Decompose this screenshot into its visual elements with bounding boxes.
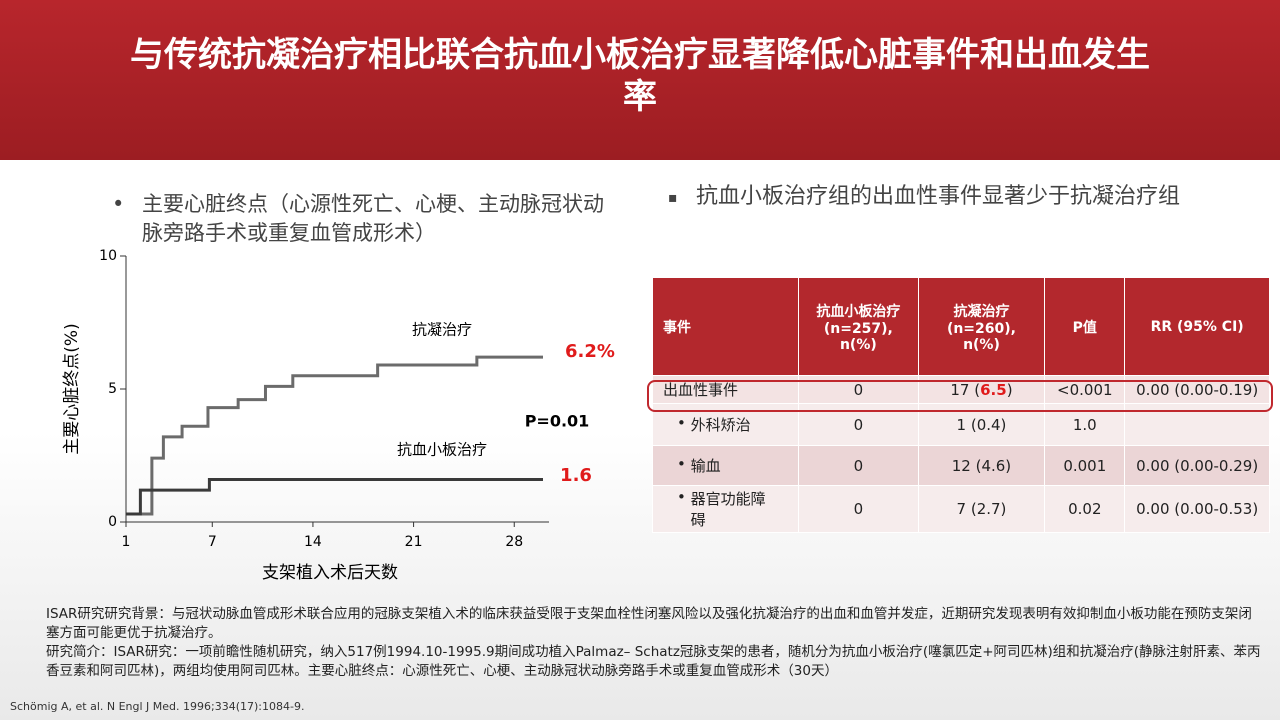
- y-tick-label: 5: [108, 381, 117, 397]
- table-cell: 12 (4.6): [917, 445, 1046, 486]
- row-label: 外科矫治: [690, 416, 751, 434]
- table-row: • 输血 0 12 (4.6) 0.001 0.00 (0.00-0.29): [651, 445, 1270, 486]
- end-label: 1.6: [560, 465, 592, 486]
- cell-part: 17 (: [950, 380, 981, 399]
- right-bullet: 抗血小板治疗组的出血性事件显著少于抗凝治疗组: [696, 184, 1181, 209]
- end-label: 6.2%: [565, 341, 615, 362]
- x-tick-label: 21: [405, 534, 423, 550]
- x-tick-label: 28: [505, 534, 523, 550]
- header-cell: RR (95% CI): [1124, 277, 1270, 376]
- header: 与传统抗凝治疗相比联合抗血小板治疗显著降低心脏事件和出血发生率: [0, 0, 1280, 160]
- row-label: 器官功能障碍: [690, 490, 766, 529]
- bullet-marker: •: [112, 192, 125, 216]
- table: 事件 抗血小板治疗 (n=257), n(%) 抗凝治疗 (n=260), n(%)…: [651, 277, 1270, 533]
- footer-paragraph: ISAR研究研究背景：与冠状动脉血管成形术联合应用的冠脉支架植入术的临床获益受限…: [46, 606, 1252, 641]
- table-cell: • 器官功能障碍: [651, 485, 800, 533]
- p-value: P=0.01: [525, 412, 590, 431]
- header-cell: 抗血小板治疗 (n=257), n(%): [798, 277, 919, 376]
- header-cell: 事件: [651, 277, 800, 376]
- cell-part: 6.5: [980, 380, 1007, 399]
- table-cell: 0.00 (0.00-0.53): [1124, 485, 1270, 533]
- row-label: 输血: [690, 457, 721, 475]
- reference: Schömig A, et al. N Engl J Med. 1996;334…: [10, 700, 305, 713]
- footer-paragraph: 研究简介：ISAR研究：一项前瞻性随机研究，纳入517例1994.10-1995…: [46, 644, 1261, 679]
- y-tick-label: 0: [108, 514, 117, 530]
- series-name: 抗血小板治疗: [397, 441, 487, 459]
- cell-part: ): [1006, 380, 1013, 399]
- y-axis-label: 主要心脏终点(%): [62, 323, 82, 454]
- series-name: 抗凝治疗: [412, 321, 472, 339]
- x-tick-label: 1: [122, 534, 131, 550]
- series-line: [126, 477, 543, 516]
- table-row: • 器官功能障碍 0 7 (2.7) 0.02 0.00 (0.00-0.53): [651, 485, 1270, 533]
- header-cell: 抗凝治疗 (n=260), n(%): [917, 277, 1046, 376]
- table-cell: 0: [798, 445, 919, 486]
- table-cell: 0.00 (0.00-0.19): [1124, 375, 1270, 404]
- bullet-marker: •: [677, 414, 691, 432]
- footer: ISAR研究研究背景：与冠状动脉血管成形术联合应用的冠脉支架植入术的临床获益受限…: [46, 605, 1261, 681]
- highlight-box: [647, 380, 1273, 412]
- y-tick-label: 10: [99, 248, 117, 264]
- bullet-marker: •: [677, 488, 691, 506]
- x-tick-label: 7: [208, 534, 217, 550]
- left-bullet: 主要心脏终点（心源性死亡、心梗、主动脉冠状动脉旁路手术或重复血管成形术）: [142, 192, 604, 245]
- table-cell: 0.001: [1044, 445, 1126, 486]
- table-cell: 0.00 (0.00-0.29): [1124, 445, 1270, 486]
- header-cell: P值: [1044, 277, 1126, 376]
- table-cell: 0.02: [1044, 485, 1126, 533]
- bullet-marker: •: [677, 455, 691, 473]
- x-axis-label: 支架植入术后天数: [262, 563, 398, 583]
- bullet-marker: ▪: [668, 190, 678, 206]
- table-cell: 7 (2.7): [917, 485, 1046, 533]
- x-tick-label: 14: [304, 534, 322, 550]
- title: 与传统抗凝治疗相比联合抗血小板治疗显著降低心脏事件和出血发生率: [130, 35, 1150, 117]
- table-cell: • 输血: [651, 445, 800, 486]
- table-cell: 0: [798, 375, 919, 404]
- series-line: [126, 355, 543, 516]
- table-cell: 出血性事件: [651, 375, 800, 404]
- table-cell: 0: [798, 485, 919, 533]
